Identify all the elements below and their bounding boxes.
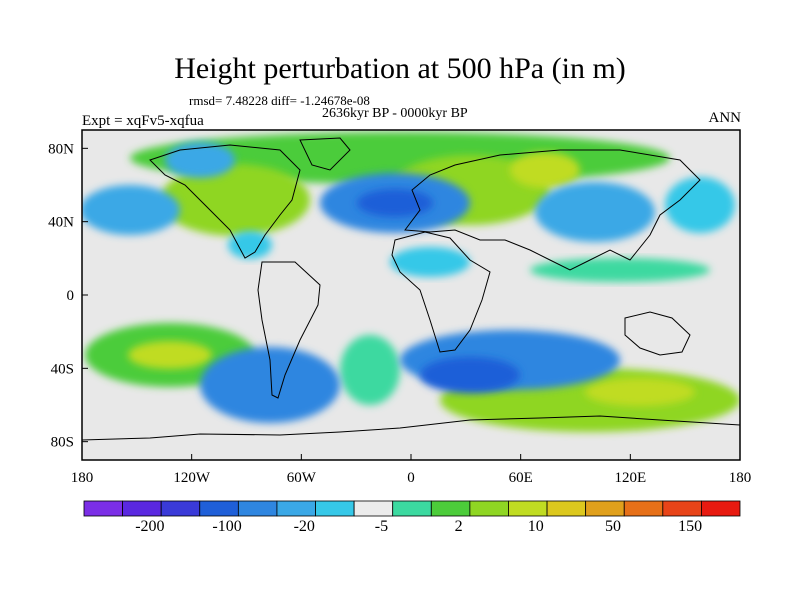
x-tick-label: 0 <box>407 470 415 486</box>
colorbar-tick-label: -200 <box>135 518 165 535</box>
negative-anomaly-canada <box>165 142 235 178</box>
negative-anomaly-s-indian-core <box>420 357 520 393</box>
y-tick-label: 80S <box>51 435 74 451</box>
x-tick-label: 60E <box>509 470 533 486</box>
experiment-label: Expt = xqFv5-xqfua <box>82 113 204 129</box>
colorbar-swatch <box>160 500 201 517</box>
colorbar-swatch <box>701 500 741 517</box>
colorbar-swatch <box>430 500 471 517</box>
axis-ticks <box>81 147 741 460</box>
time-period-label: 2636kyr BP - 0000kyr BP <box>322 106 468 121</box>
colorbar-swatch <box>469 500 509 517</box>
x-tick-label: 60W <box>287 470 317 486</box>
colorbar-swatch <box>392 500 432 517</box>
y-tick-label: 80N <box>48 141 74 157</box>
negative-anomaly-central-america <box>228 231 272 259</box>
colorbar-swatch <box>237 500 278 517</box>
colorbar-tick-label: 150 <box>678 518 703 535</box>
colorbar-swatch <box>83 500 123 517</box>
x-axis-labels: 180 120W 60W 0 60E 120E 180 <box>71 470 752 486</box>
positive-anomaly-southern-ocean-core <box>585 378 695 406</box>
colorbar-tick-label: 10 <box>527 518 544 535</box>
colorbar-tick-label: 50 <box>604 518 621 535</box>
contour-fill <box>82 132 740 432</box>
colorbar-swatch <box>122 500 162 517</box>
coastline-eurasia <box>404 149 701 271</box>
colorbar-swatch <box>199 500 239 517</box>
negative-anomaly-africa <box>390 247 470 277</box>
colorbar-swatch <box>546 500 587 517</box>
map-panel: 180 120W 60W 0 60E 120E 180 80N 40N 0 40S 80S <box>48 129 752 486</box>
x-tick-label: 120W <box>173 470 211 486</box>
y-tick-label: 0 <box>67 288 75 304</box>
positive-anomaly-n-america <box>160 164 310 236</box>
negative-anomaly-n-atlantic-core <box>357 189 433 217</box>
colorbar-tick-label: -20 <box>293 518 315 535</box>
negative-anomaly-n-pacific-west <box>535 182 655 242</box>
colorbar-swatch <box>585 500 625 517</box>
positive-anomaly-atlantic <box>340 335 400 405</box>
colorbar-tick-label: -5 <box>374 518 389 535</box>
colorbar-swatch <box>276 500 316 517</box>
coastline-australia <box>624 311 691 356</box>
x-tick-label: 120E <box>614 470 646 486</box>
season-label: ANN <box>708 110 742 126</box>
positive-anomaly-siberia <box>510 152 580 188</box>
negative-anomaly-s-america <box>200 347 340 423</box>
y-tick-label: 40N <box>48 215 74 231</box>
y-axis-labels: 80N 40N 0 40S 80S <box>48 141 74 450</box>
coastline-antarctica <box>82 415 740 441</box>
positive-anomaly-tropical-band <box>530 258 710 282</box>
coastline-north-america <box>149 144 301 259</box>
colorbar-swatch <box>508 500 548 517</box>
colorbar-swatch <box>353 500 394 517</box>
y-tick-label: 40S <box>51 361 74 377</box>
coastlines <box>82 137 740 441</box>
x-tick-label: 180 <box>729 470 752 486</box>
plot-title: Height perturbation at 500 hPa (in m) <box>174 52 626 85</box>
negative-anomaly-pacific-nw <box>665 177 735 233</box>
coastline-africa <box>391 231 491 353</box>
colorbar <box>83 500 741 517</box>
colorbar-swatch <box>623 500 664 517</box>
negative-anomaly-n-pacific-east <box>82 185 180 235</box>
rmsd-diff-stats: rmsd= 7.48228 diff= -1.24678e-08 <box>189 93 370 108</box>
colorbar-tick-label: 2 <box>454 518 463 535</box>
x-tick-label: 180 <box>71 470 94 486</box>
colorbar-swatch <box>315 500 355 517</box>
coastline-greenland <box>299 137 351 171</box>
coastline-south-america <box>257 261 321 399</box>
colorbar-tick-label: -100 <box>212 518 242 535</box>
colorbar-swatch <box>662 500 702 517</box>
positive-anomaly-south-pacific-core <box>128 341 212 369</box>
